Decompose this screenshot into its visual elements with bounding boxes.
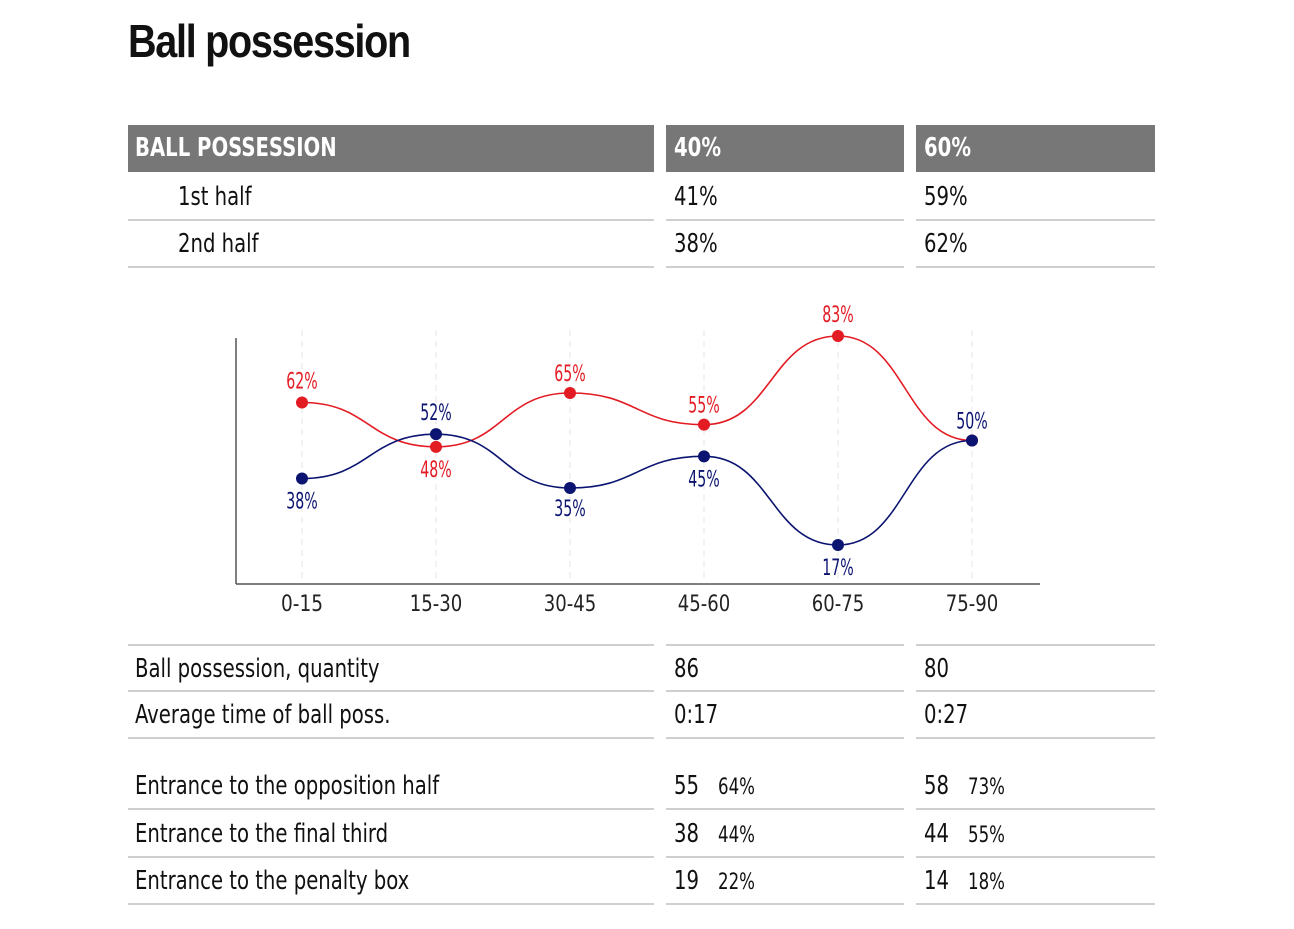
entrance-row-final-third-label: Entrance to the final third (128, 811, 654, 858)
data-point (564, 482, 576, 494)
x-tick-label: 75-90 (946, 592, 999, 617)
data-label: 52% (420, 401, 452, 426)
x-tick-label: 60-75 (812, 592, 865, 617)
data-label: 45% (688, 467, 720, 492)
summary-row-1st-half-team-b: 59% (916, 174, 1155, 221)
summary-header-team-a: 40% (666, 125, 904, 172)
summary-row-2nd-half-team-a: 38% (666, 221, 904, 268)
entrance-row-penalty-box-label: Entrance to the penalty box (128, 858, 654, 905)
entrance-percent: 64% (717, 775, 755, 800)
data-point (698, 450, 710, 463)
entrance-row-final-third-team-b: 44 55% (916, 811, 1155, 858)
data-point (966, 434, 978, 447)
data-point (430, 428, 442, 441)
x-tick-label: 0-15 (281, 592, 323, 617)
page-title: Ball possession (128, 15, 411, 67)
data-label: 55% (688, 394, 720, 419)
stats-row-avg-time-team-b: 0:27 (916, 692, 1155, 739)
data-point (698, 418, 710, 431)
data-label: 35% (554, 497, 586, 522)
stats-row-avg-time-team-a: 0:17 (666, 692, 904, 739)
x-tick-label: 30-45 (544, 592, 597, 617)
data-point (296, 396, 308, 409)
series-line (301, 433, 973, 546)
entrance-percent: 18% (967, 870, 1005, 895)
summary-row-2nd-half-label: 2nd half (128, 221, 654, 268)
stats-row-quantity-team-a: 86 (666, 644, 904, 692)
entrance-percent: 44% (717, 823, 755, 848)
series-line (301, 335, 973, 448)
data-label: 50% (956, 410, 988, 435)
data-point (430, 440, 442, 453)
entrance-row-opposition-half-team-a: 55 64% (666, 763, 904, 810)
entrance-row-final-third-team-a: 38 44% (666, 811, 904, 858)
summary-row-2nd-half-team-b: 62% (916, 221, 1155, 268)
data-label: 17% (822, 556, 854, 581)
entrance-row-opposition-half-label: Entrance to the opposition half (128, 763, 654, 810)
data-label: 62% (286, 370, 318, 395)
summary-header-team-b: 60% (916, 125, 1155, 172)
stats-row-avg-time-label: Average time of ball poss. (128, 692, 654, 739)
summary-row-1st-half-label: 1st half (128, 174, 654, 221)
data-point (296, 472, 308, 485)
x-tick-label: 45-60 (678, 592, 731, 617)
entrance-row-opposition-half-team-b: 58 73% (916, 763, 1155, 810)
data-point (832, 330, 844, 342)
x-tick-label: 15-30 (410, 592, 463, 617)
entrance-percent: 55% (967, 823, 1005, 848)
data-point (832, 539, 844, 551)
summary-row-1st-half-team-a: 41% (666, 174, 904, 221)
data-point (564, 387, 576, 399)
data-label: 65% (554, 362, 586, 387)
entrance-row-penalty-box-team-b: 14 18% (916, 858, 1155, 905)
data-label: 38% (286, 490, 318, 515)
data-label: 83% (822, 303, 854, 328)
entrance-row-penalty-box-team-a: 19 22% (666, 858, 904, 905)
entrance-percent: 22% (717, 870, 755, 895)
stats-row-quantity-label: Ball possession, quantity (128, 644, 654, 692)
entrance-percent: 73% (967, 775, 1005, 800)
data-label: 48% (420, 458, 452, 483)
stats-row-quantity-team-b: 80 (916, 644, 1155, 692)
summary-header-label: BALL POSSESSION (128, 125, 654, 172)
